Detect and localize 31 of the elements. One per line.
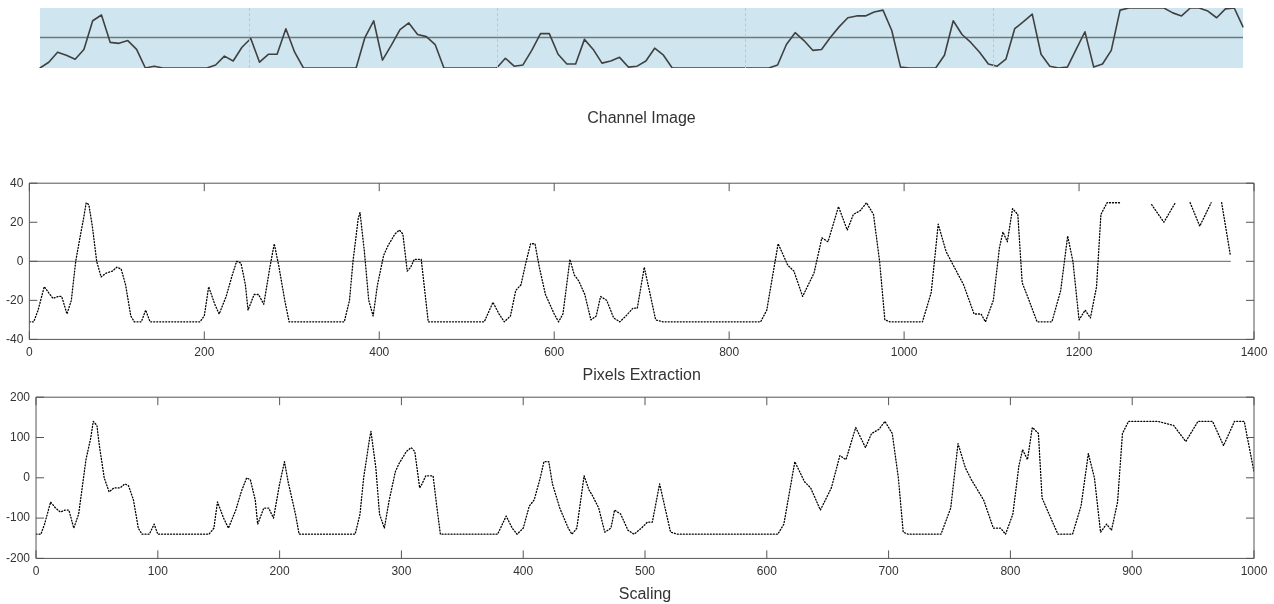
- x-tick-label: 500: [634, 563, 656, 578]
- y-tick-label: -100: [5, 510, 31, 525]
- y-tick-label: 20: [9, 214, 24, 229]
- x-tick-label: 1000: [1240, 563, 1268, 578]
- x-tick-label: 200: [269, 563, 290, 578]
- y-tick-label: 200: [9, 389, 31, 404]
- x-tick-label: 100: [147, 563, 169, 578]
- x-tick-label: 400: [513, 563, 534, 578]
- x-axis-title: Scaling: [618, 584, 672, 602]
- x-tick-label: 600: [756, 563, 778, 578]
- y-tick-label: -200: [5, 550, 31, 565]
- y-tick-label: 40: [9, 175, 24, 190]
- x-tick-label: 700: [878, 563, 899, 578]
- y-tick-label: 100: [9, 429, 31, 444]
- y-tick-label: -40: [6, 331, 24, 346]
- x-axis-title: Channel Image: [587, 108, 696, 126]
- x-tick-label: 600: [544, 344, 565, 359]
- x-tick-label: 1400: [1240, 344, 1268, 359]
- x-tick-label: 800: [719, 344, 740, 359]
- line-series: [36, 420, 1254, 535]
- x-tick-label: 200: [194, 344, 215, 359]
- x-tick-label: 900: [1122, 563, 1143, 578]
- y-tick-label: 0: [23, 470, 31, 485]
- x-tick-label: 1200: [1065, 344, 1093, 359]
- x-tick-label: 300: [391, 563, 412, 578]
- x-axis-title: Pixels Extraction: [582, 365, 701, 383]
- x-tick-label: 400: [369, 344, 390, 359]
- x-tick-label: 800: [1000, 563, 1021, 578]
- y-tick-label: -20: [6, 292, 24, 307]
- y-tick-label: 0: [16, 253, 24, 268]
- x-tick-label: 1000: [890, 344, 918, 359]
